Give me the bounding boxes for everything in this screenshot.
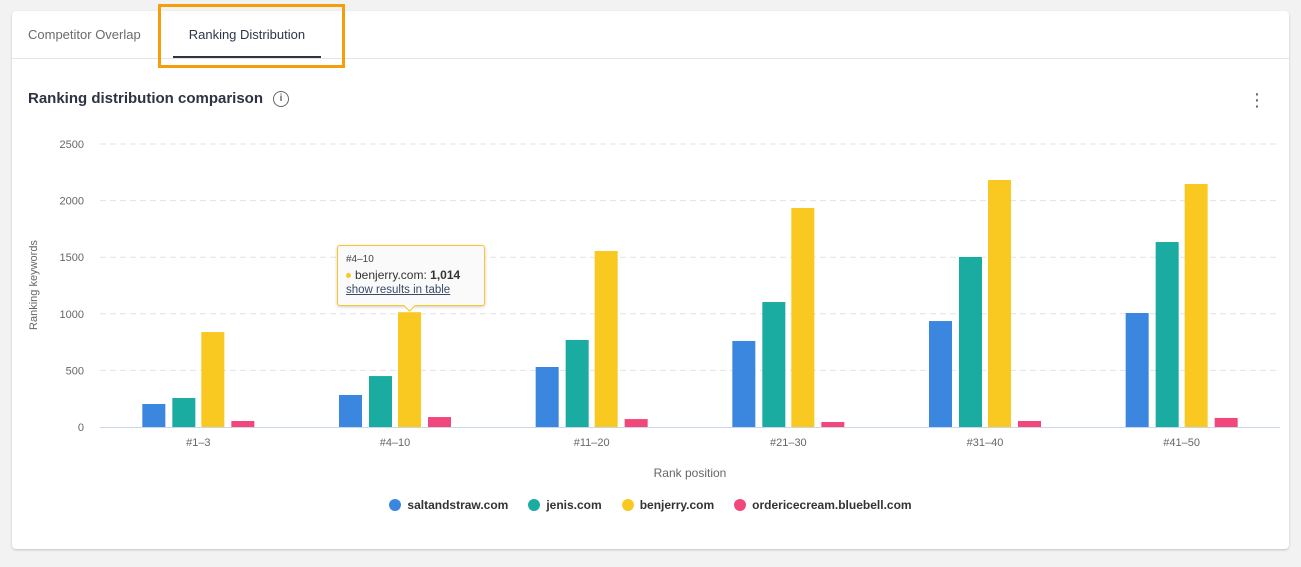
bar-jenis-com <box>1155 242 1179 427</box>
show-results-link[interactable]: show results in table <box>346 284 451 296</box>
x-axis-title: Rank position <box>654 466 727 480</box>
bar-saltandstraw-com <box>339 394 362 427</box>
y-axis-title: Ranking keywords <box>28 240 40 330</box>
legend-item[interactable]: benjerry.com <box>621 498 715 512</box>
x-tick-label: #11–20 <box>574 437 610 449</box>
y-tick-label: 2500 <box>60 139 84 151</box>
y-tick-label: 1000 <box>60 309 84 321</box>
bar-benjerry-com <box>791 207 815 427</box>
x-tick-label: #1–3 <box>186 437 210 449</box>
bar-benjerry-com <box>398 312 421 427</box>
x-tick-label: #4–10 <box>380 437 411 449</box>
bar-jenis-com <box>959 256 982 427</box>
bar-benjerry-com <box>201 332 225 427</box>
bar-ordericecream-bluebell-com <box>1018 421 1041 427</box>
tooltip-category: #4–10 <box>346 254 374 265</box>
x-tick-label: #31–40 <box>967 437 1004 449</box>
legend-label: benjerry.com <box>639 498 715 512</box>
bar-saltandstraw-com <box>732 340 756 427</box>
tooltip-series-dot <box>346 273 351 279</box>
bar-jenis-com <box>369 376 392 427</box>
bar-ordericecream-bluebell-com <box>1214 417 1238 427</box>
bar-jenis-com <box>565 339 589 427</box>
tab-bar: Competitor Overlap Ranking Distribution <box>12 11 1289 59</box>
legend-item[interactable]: jenis.com <box>528 498 602 512</box>
bar-ordericecream-bluebell-com <box>428 417 451 427</box>
bar-saltandstraw-com <box>142 404 166 427</box>
y-tick-label: 2000 <box>60 196 84 208</box>
legend-dot <box>621 499 634 511</box>
info-icon[interactable]: i <box>273 90 290 107</box>
y-tick-label: 500 <box>66 365 84 377</box>
legend-label: jenis.com <box>546 498 602 512</box>
y-tick-label: 1500 <box>60 252 84 264</box>
bar-saltandstraw-com <box>929 321 952 427</box>
tooltip-value: 1,014 <box>430 268 461 282</box>
bar-benjerry-com <box>1184 183 1208 427</box>
chart-legend: saltandstraw.com jenis.com benjerry.com ord… <box>0 498 1301 512</box>
bar-ordericecream-bluebell-com <box>231 421 255 427</box>
tab-competitor-overlap[interactable]: Competitor Overlap <box>28 27 141 42</box>
legend-dot <box>734 499 747 511</box>
bar-jenis-com <box>762 302 786 427</box>
bar-saltandstraw-com <box>1125 313 1149 427</box>
bar-saltandstraw-com <box>535 367 559 427</box>
tab-ranking-distribution[interactable]: Ranking Distribution <box>172 27 322 59</box>
chart-title: Ranking distribution comparison <box>28 90 264 107</box>
legend-label: ordericecream.bluebell.com <box>752 498 912 512</box>
y-tick-label: 0 <box>78 422 84 434</box>
legend-dot <box>389 499 402 511</box>
chart-header: Ranking distribution comparison i <box>28 90 290 107</box>
bar-benjerry-com <box>594 250 618 427</box>
bar-jenis-com <box>172 398 196 427</box>
legend-item[interactable]: ordericecream.bluebell.com <box>734 498 912 512</box>
chart-tooltip: #4–10 benjerry.com: 1,014 show results i… <box>337 245 485 306</box>
kebab-menu-icon[interactable]: ⋮ <box>1248 90 1266 110</box>
x-tick-label: #21–30 <box>770 437 807 449</box>
bar-benjerry-com <box>988 179 1011 427</box>
legend-label: saltandstraw.com <box>407 498 509 512</box>
ranking-card: Competitor Overlap Ranking Distribution … <box>12 11 1289 549</box>
tooltip-series: benjerry.com <box>355 268 424 282</box>
legend-dot <box>528 499 541 511</box>
bar-ordericecream-bluebell-com <box>624 419 648 427</box>
bar-ordericecream-bluebell-com <box>821 422 845 427</box>
legend-item[interactable]: saltandstraw.com <box>389 498 508 512</box>
x-tick-label: #41–50 <box>1163 437 1200 449</box>
